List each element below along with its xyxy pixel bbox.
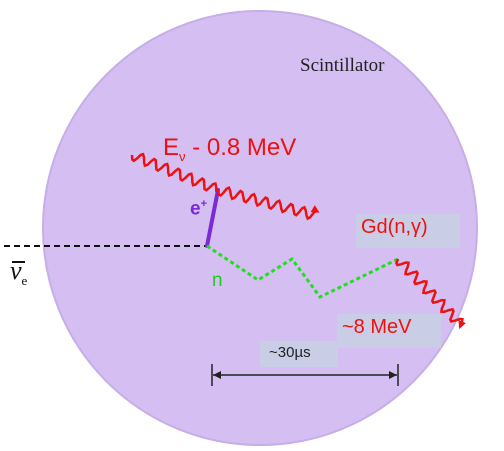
positron-track [205, 188, 220, 248]
capture-label: Gd(n,γ) [361, 216, 428, 238]
neutron-label: n [212, 270, 223, 291]
prompt-energy-value: - 0.8 MeV [185, 134, 297, 161]
delayed-energy-label: ~8 MeV [342, 316, 412, 338]
delay-label: ~30µs [269, 344, 311, 361]
antineutrino-symbol: ν [10, 256, 25, 286]
gamma-ray-right [216, 186, 320, 221]
delay-label-box [260, 341, 338, 367]
positron-label: e+ [190, 198, 207, 220]
antineutrino-nu: ν [10, 256, 22, 285]
antineutrino-overbar [12, 261, 25, 263]
antineutrino-subscript: e [21, 273, 28, 289]
gamma-ray-left [130, 152, 218, 192]
prompt-energy-subscript: ν [179, 148, 186, 164]
capture-gamma-ray [395, 258, 466, 329]
prompt-energy-label: Eν - 0.8 MeV [163, 134, 296, 164]
delayed-energy-label-box [337, 314, 441, 348]
positron-label-base: e [190, 198, 201, 220]
capture-label-box [356, 214, 460, 248]
antineutrino-label: νe [10, 256, 27, 289]
scintillator-label: Scintillator [300, 55, 385, 76]
positron-label-sup: + [200, 198, 208, 210]
neutron-track [206, 244, 399, 299]
prompt-energy-symbol: E [163, 134, 180, 161]
